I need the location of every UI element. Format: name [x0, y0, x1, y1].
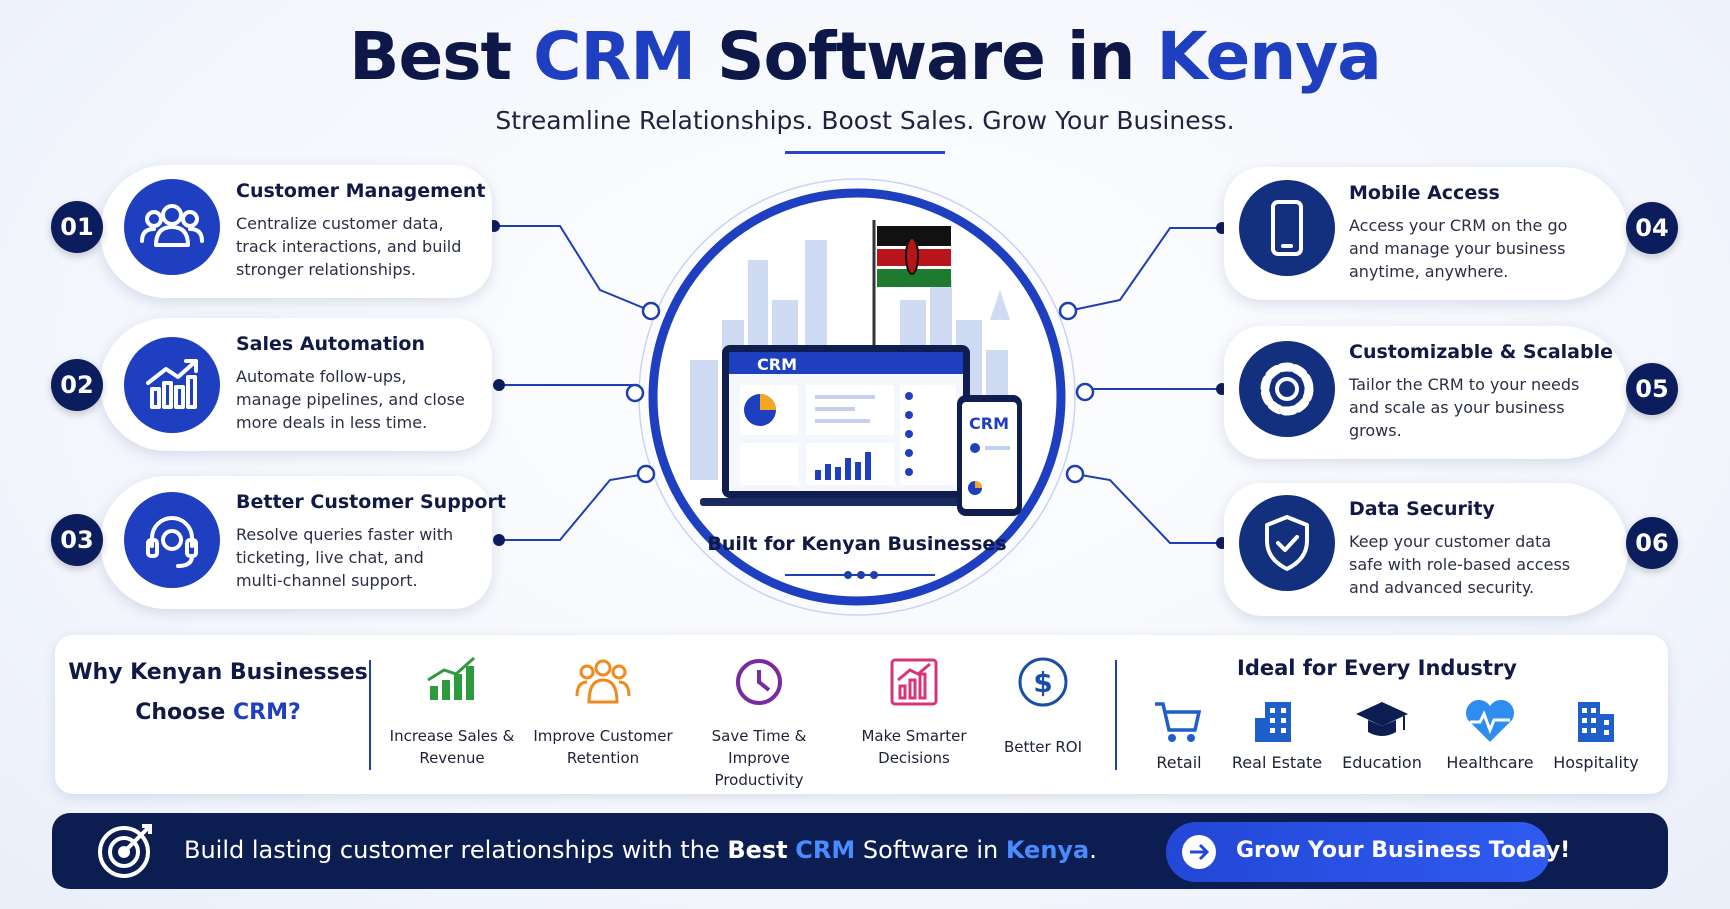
industry-label: Healthcare: [1446, 753, 1534, 772]
industry-label: Education: [1342, 753, 1422, 772]
center-caption: Built for Kenyan Businesses: [707, 533, 1006, 555]
industry-label: Hospitality: [1553, 753, 1639, 772]
feature-number: 04: [1626, 202, 1678, 254]
feature-description: Centralize customer data, track interact…: [236, 214, 462, 279]
icon: $: [1018, 657, 1068, 707]
title-part: Kenya: [1156, 18, 1382, 95]
icon: [124, 179, 220, 275]
feature-title: Better Customer Support: [236, 491, 506, 513]
feature-description: Tailor the CRM to your needs and scale a…: [1349, 375, 1580, 440]
footer-part: Build lasting customer relationships wit…: [184, 836, 720, 864]
feature-description: Automate follow-ups, manage pipelines, a…: [236, 367, 465, 432]
cta-label[interactable]: Grow Your Business Today!: [1236, 838, 1571, 863]
icon: [890, 658, 938, 706]
laptop-label: CRM: [757, 355, 797, 374]
feature-title: Customizable & Scalable: [1349, 341, 1614, 363]
feature-description: Resolve queries faster with ticketing, l…: [236, 525, 454, 590]
flag: [872, 220, 951, 345]
icon: [1239, 180, 1335, 276]
footer-text: Build lasting customer relationships wit…: [184, 836, 1097, 864]
icon: [124, 337, 220, 433]
feature-number: 02: [51, 359, 103, 411]
phone-label: CRM: [969, 414, 1009, 433]
icon: [1356, 702, 1408, 736]
icon: [1255, 702, 1291, 742]
why-heading-part: Choose: [135, 700, 226, 725]
benefit-label: Better ROI: [1003, 738, 1083, 756]
benefit-label: Improve Customer Retention: [533, 727, 673, 767]
why-heading: Choose CRM?: [68, 700, 368, 725]
feature-number: 05: [1626, 363, 1678, 415]
footer-part: Best: [727, 836, 788, 864]
icon: [1465, 699, 1515, 742]
icon: [1155, 702, 1202, 742]
caption-ornament: [785, 571, 935, 579]
benefit-label: Make Smarter Decisions: [861, 727, 967, 767]
icon: [575, 659, 631, 704]
footer-part: .: [1089, 836, 1097, 864]
subtitle: Streamline Relationships. Boost Sales. G…: [495, 106, 1235, 135]
feature-description: Keep your customer data safe with role-b…: [1349, 532, 1571, 597]
icon: [1578, 702, 1614, 742]
feature-number: 06: [1626, 517, 1678, 569]
connector-rings: [625, 301, 1095, 484]
divider: [1115, 660, 1117, 770]
feature-title: Sales Automation: [236, 333, 425, 355]
footer-part: Software in: [862, 836, 999, 864]
svg-text:$: $: [1033, 666, 1052, 699]
industry-label: Retail: [1156, 753, 1202, 772]
feature-title: Data Security: [1349, 498, 1495, 520]
feature-number: 03: [51, 514, 103, 566]
icon: [736, 659, 782, 705]
divider: [785, 151, 945, 154]
icon: [1239, 341, 1335, 437]
feature-title: Mobile Access: [1349, 182, 1500, 204]
title: Best CRM Software in Kenya: [0, 18, 1730, 95]
phone: [957, 395, 1022, 516]
industry-label: Real Estate: [1231, 753, 1323, 772]
feature-number: 01: [51, 201, 103, 253]
icon: [427, 656, 475, 700]
feature-title: Customer Management: [236, 180, 486, 202]
icon: [1239, 495, 1335, 591]
footer-part: CRM: [795, 836, 856, 864]
cta-button[interactable]: [1166, 822, 1550, 882]
footer-part: Kenya: [1005, 836, 1090, 864]
benefit-label: Save Time & Improve Productivity: [711, 727, 807, 789]
feature-description: Access your CRM on the go and manage you…: [1349, 216, 1568, 281]
laptop: [700, 345, 992, 506]
benefit-label: Increase Sales & Revenue: [389, 727, 515, 767]
divider: [369, 660, 371, 770]
title-part: Best: [349, 18, 512, 95]
industries-heading: Ideal for Every Industry: [1237, 656, 1517, 680]
icon: [124, 492, 220, 588]
why-heading: Why Kenyan Businesses: [68, 660, 368, 685]
title-part: CRM: [533, 18, 696, 95]
why-heading-highlight: CRM?: [232, 700, 301, 725]
target-icon: [98, 824, 152, 878]
title-part: Software in: [716, 18, 1136, 95]
